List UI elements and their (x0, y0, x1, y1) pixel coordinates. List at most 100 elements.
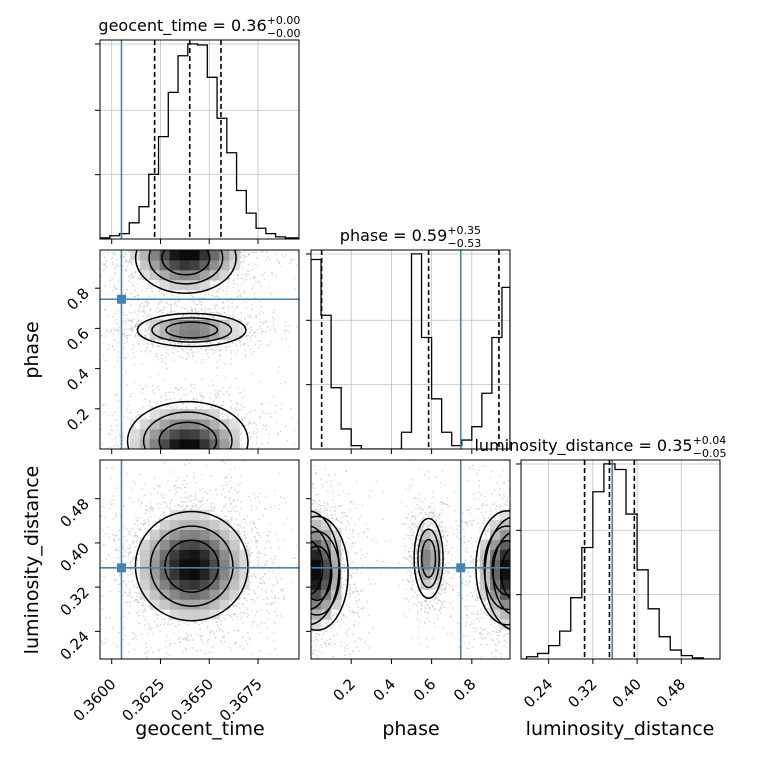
scatter-point (97, 523, 99, 525)
scatter-point (197, 316, 199, 318)
scatter-point (266, 321, 268, 323)
scatter-point (224, 506, 226, 508)
scatter-point (165, 640, 167, 642)
scatter-point (122, 443, 124, 445)
scatter-point (178, 452, 180, 454)
scatter-point (245, 547, 247, 549)
scatter-point (175, 388, 177, 390)
scatter-point (266, 508, 268, 510)
scatter-point (247, 548, 249, 550)
scatter-point (129, 531, 131, 533)
scatter-point (247, 323, 249, 325)
scatter-point (125, 372, 127, 374)
scatter-point (201, 406, 203, 408)
scatter-point (207, 626, 209, 628)
scatter-point (156, 484, 158, 486)
scatter-point (284, 332, 286, 334)
scatter-point (262, 580, 264, 582)
scatter-point (82, 261, 84, 263)
scatter-point (245, 319, 247, 321)
scatter-point (87, 256, 89, 258)
scatter-point (271, 272, 273, 274)
scatter-point (126, 409, 128, 411)
scatter-point (37, 426, 39, 428)
scatter-point (102, 506, 104, 508)
scatter-point (259, 322, 261, 324)
scatter-point (123, 347, 125, 349)
scatter-point (258, 313, 260, 315)
hist-panel-geocent-time: geocent_time = 0.36+0.00−0.00 (95, 14, 301, 244)
scatter-point (257, 565, 259, 567)
scatter-point (272, 603, 274, 605)
scatter-point (278, 680, 280, 682)
scatter-point (240, 526, 242, 528)
scatter-point (249, 317, 251, 319)
scatter-point (302, 420, 304, 422)
scatter-point (243, 344, 245, 346)
density-cell (180, 419, 190, 429)
scatter-point (283, 498, 285, 500)
scatter-point (103, 576, 105, 578)
scatter-point (146, 305, 148, 307)
title-lower-error: −0.05 (693, 447, 727, 460)
scatter-point (142, 363, 144, 365)
scatter-point (93, 412, 95, 414)
scatter-point (111, 278, 113, 280)
scatter-point (126, 337, 128, 339)
scatter-point (128, 275, 130, 277)
scatter-point (251, 576, 253, 578)
scatter-point (129, 311, 131, 313)
scatter-point (113, 518, 115, 520)
density-cell (229, 419, 239, 429)
scatter-point (229, 469, 231, 471)
scatter-point (255, 541, 257, 543)
density-cell (170, 439, 180, 449)
scatter-point (267, 442, 269, 444)
scatter-point (195, 495, 197, 497)
scatter-point (267, 251, 269, 253)
density-cell (190, 260, 200, 270)
scatter-point (216, 292, 218, 294)
scatter-point (241, 444, 243, 446)
density-cell (209, 250, 219, 260)
scatter-point (153, 345, 155, 347)
scatter-point (266, 344, 268, 346)
scatter-point (259, 340, 261, 342)
scatter-point (193, 344, 195, 346)
scatter-point (254, 593, 256, 595)
scatter-point (75, 525, 77, 527)
scatter-point (88, 584, 90, 586)
scatter-point (241, 603, 243, 605)
scatter-point (248, 594, 250, 596)
scatter-point (272, 317, 274, 319)
scatter-point (208, 676, 210, 678)
scatter-point (45, 605, 47, 607)
scatter-point (203, 315, 205, 317)
scatter-point (266, 560, 268, 562)
scatter-point (258, 535, 260, 537)
scatter-point (264, 425, 266, 427)
scatter-point (132, 276, 134, 278)
scatter-point (109, 617, 111, 619)
scatter-point (229, 386, 231, 388)
scatter-point (130, 569, 132, 571)
scatter-point (176, 407, 178, 409)
scatter-point (110, 425, 112, 427)
scatter-point (91, 572, 93, 574)
scatter-point (150, 508, 152, 510)
scatter-point (247, 542, 249, 544)
scatter-point (212, 507, 214, 509)
scatter-point (45, 293, 47, 295)
scatter-point (189, 349, 191, 351)
scatter-point (162, 312, 164, 314)
scatter-point (257, 559, 259, 561)
scatter-point (177, 296, 179, 298)
scatter-point (205, 295, 207, 297)
scatter-point (113, 503, 115, 505)
scatter-point (196, 650, 198, 652)
scatter-point (215, 396, 217, 398)
scatter-point (230, 671, 232, 673)
scatter-point (287, 517, 289, 519)
scatter-point (136, 564, 138, 566)
scatter-point (114, 330, 116, 332)
